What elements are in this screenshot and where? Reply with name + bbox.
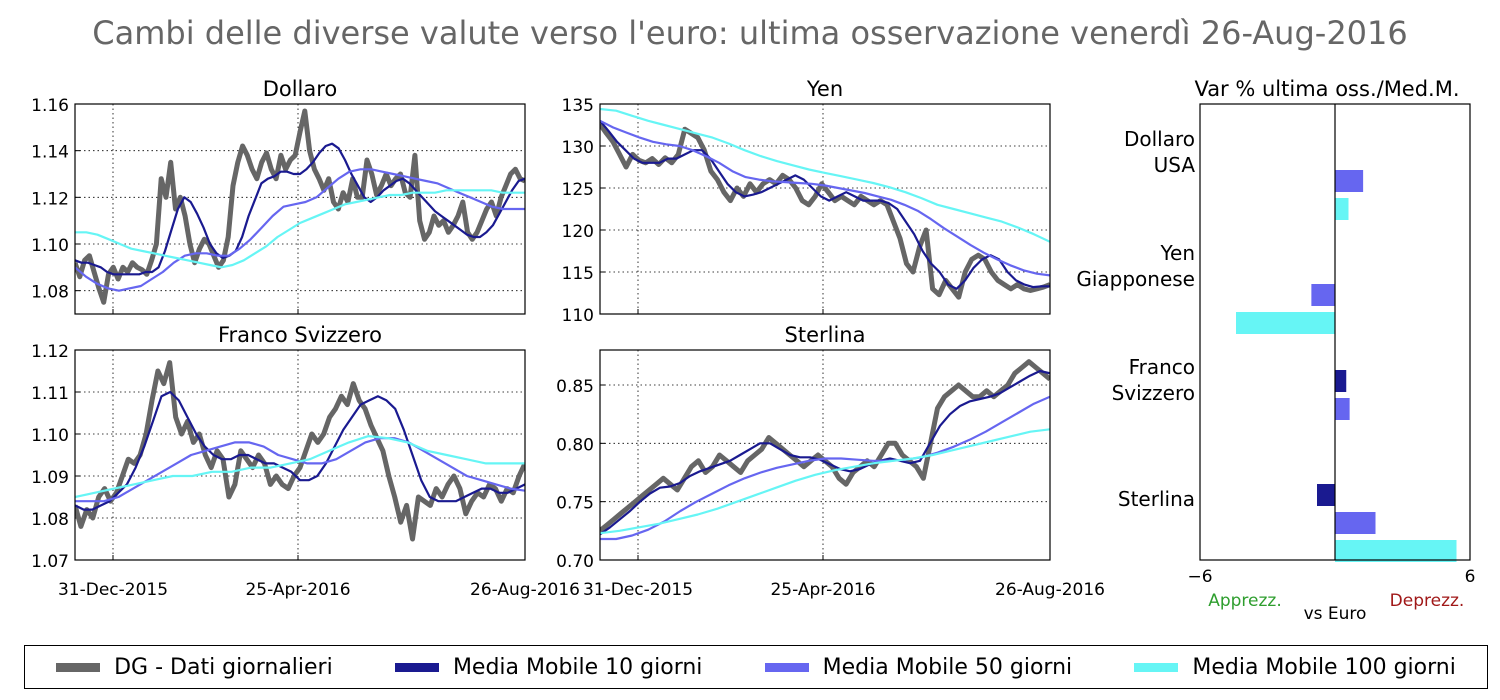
x-tick-label: 31-Dec-2015 <box>58 580 168 600</box>
series-line-daily <box>75 360 525 542</box>
plot-frame <box>74 103 526 315</box>
x-tick-label: 6 <box>1465 567 1476 587</box>
y-tick-label: 1.10 <box>31 236 69 256</box>
x-tick-label: 26-Aug-2016 <box>470 580 580 600</box>
series-group <box>600 359 1050 541</box>
y-tick-label: 0.70 <box>556 552 594 572</box>
legend-item: DG - Dati giornalieri <box>56 655 333 680</box>
series-line-mm100 <box>75 435 525 499</box>
subplot-title: Yen <box>806 77 843 101</box>
y-tick-label: 135 <box>562 96 594 116</box>
legend-swatch-daily <box>56 662 101 672</box>
plot-frame <box>599 349 1051 561</box>
series-line-daily <box>600 122 1050 300</box>
bar-plot-frame <box>1199 103 1471 561</box>
series-line-mm100 <box>600 107 1050 243</box>
series-group <box>75 108 525 305</box>
category-label: Svizzero <box>1112 381 1195 405</box>
category-label: USA <box>1154 153 1196 177</box>
series-line-mm10 <box>600 369 1050 536</box>
bar-mm10 <box>1317 484 1335 506</box>
x-tick-label: 25-Apr-2016 <box>245 580 350 600</box>
bar-mm50 <box>1335 170 1364 192</box>
y-tick-label: 0.85 <box>556 377 594 397</box>
category-label: Yen <box>1159 241 1195 265</box>
legend-item: Media Mobile 10 giorni <box>394 654 703 680</box>
subplot-title: Dollaro <box>263 77 338 101</box>
legend-label: Media Mobile 50 giorni <box>822 654 1073 680</box>
legend-label: DG - Dati giornalieri <box>114 654 333 680</box>
page-title: Cambi delle diverse valute verso l'euro:… <box>92 14 1408 52</box>
y-tick-label: 1.07 <box>31 552 69 572</box>
legend-label: Media Mobile 100 giorni <box>1192 654 1456 680</box>
legend-swatch-mm50 <box>764 662 809 672</box>
bar-mm50 <box>1311 284 1335 306</box>
y-tick-label: 1.10 <box>31 426 69 446</box>
series-line-mm10 <box>75 142 525 276</box>
x-tick-label: 25-Apr-2016 <box>770 580 875 600</box>
bar-mm100 <box>1236 312 1335 334</box>
subplot-3: Franco Svizzero 1.07 1.08 1.09 1.10 1.11 1.12 3… <box>31 323 580 600</box>
y-tick-label: 130 <box>562 138 594 158</box>
y-tick-label: 1.14 <box>31 143 69 163</box>
series-line-daily <box>600 359 1050 533</box>
y-tick-label: 1.11 <box>31 384 69 404</box>
y-tick-label: 120 <box>562 222 594 242</box>
series-line-daily <box>75 108 525 305</box>
y-tick-label: 110 <box>562 306 594 326</box>
category-label: Franco <box>1129 355 1195 379</box>
y-tick-label: 1.08 <box>31 283 69 303</box>
deprezz-label: Deprezz. <box>1390 591 1465 611</box>
x-axis-label: vs Euro <box>1304 604 1367 624</box>
category-label: Giapponese <box>1076 267 1195 291</box>
legend-swatch-mm10 <box>394 662 439 672</box>
bar-mm50 <box>1335 398 1350 420</box>
series-line-mm50 <box>600 119 1050 277</box>
bar-mm10 <box>1335 370 1347 392</box>
series-line-mm10 <box>75 390 525 511</box>
series-line-mm50 <box>600 395 1050 541</box>
y-tick-label: 1.09 <box>31 468 69 488</box>
bar-mm50 <box>1335 512 1376 534</box>
x-tick-label: −6 <box>1187 567 1212 587</box>
bar-mm100 <box>1335 198 1349 220</box>
subplot-1: Dollaro 1.08 1.10 1.12 1.14 1.16 <box>31 77 526 315</box>
legend-item: Media Mobile 50 giorni <box>764 654 1073 680</box>
y-tick-label: 0.75 <box>556 494 594 514</box>
category-label: Dollaro <box>1124 127 1195 151</box>
x-tick-label: 26-Aug-2016 <box>995 580 1105 600</box>
y-tick-label: 1.08 <box>31 510 69 530</box>
y-tick-label: 1.12 <box>31 342 69 362</box>
legend-item: Media Mobile 100 giorni <box>1134 654 1456 680</box>
bar-subplot-title: Var % ultima oss./Med.M. <box>1194 77 1459 101</box>
series-line-mm100 <box>75 189 525 269</box>
y-tick-label: 125 <box>562 180 594 200</box>
series-line-mm100 <box>600 428 1050 535</box>
apprezz-label: Apprezz. <box>1208 591 1282 611</box>
y-tick-label: 115 <box>562 264 594 284</box>
subplot-2: Yen 110 115 120 125 130 135 <box>562 77 1051 326</box>
subplot-title: Franco Svizzero <box>218 323 382 347</box>
y-tick-label: 1.12 <box>31 189 69 209</box>
legend-label: Media Mobile 10 giorni <box>452 654 703 680</box>
subplot-4: Sterlina 0.70 0.75 0.80 0.85 31-Dec-2015 25-Ap… <box>556 323 1105 600</box>
series-line-mm50 <box>75 168 525 292</box>
charts-area: Dollaro 1.08 1.10 1.12 1.14 1.16 Yen 110 115 120 1… <box>31 77 1475 624</box>
y-tick-label: 1.16 <box>31 96 69 116</box>
series-group <box>75 360 525 542</box>
series-group <box>600 107 1050 300</box>
bar-mm100 <box>1335 540 1457 562</box>
series-line-mm10 <box>600 120 1050 290</box>
plot-frame <box>74 349 526 561</box>
legend-swatch-mm100 <box>1134 662 1179 672</box>
category-label: Sterlina <box>1118 487 1195 511</box>
y-tick-label: 0.80 <box>556 435 594 455</box>
legend: DG - Dati giornalieri Media Mobile 10 gi… <box>24 645 1488 689</box>
subplot-title: Sterlina <box>785 323 866 347</box>
x-tick-label: 31-Dec-2015 <box>583 580 693 600</box>
plot-frame <box>599 103 1051 315</box>
